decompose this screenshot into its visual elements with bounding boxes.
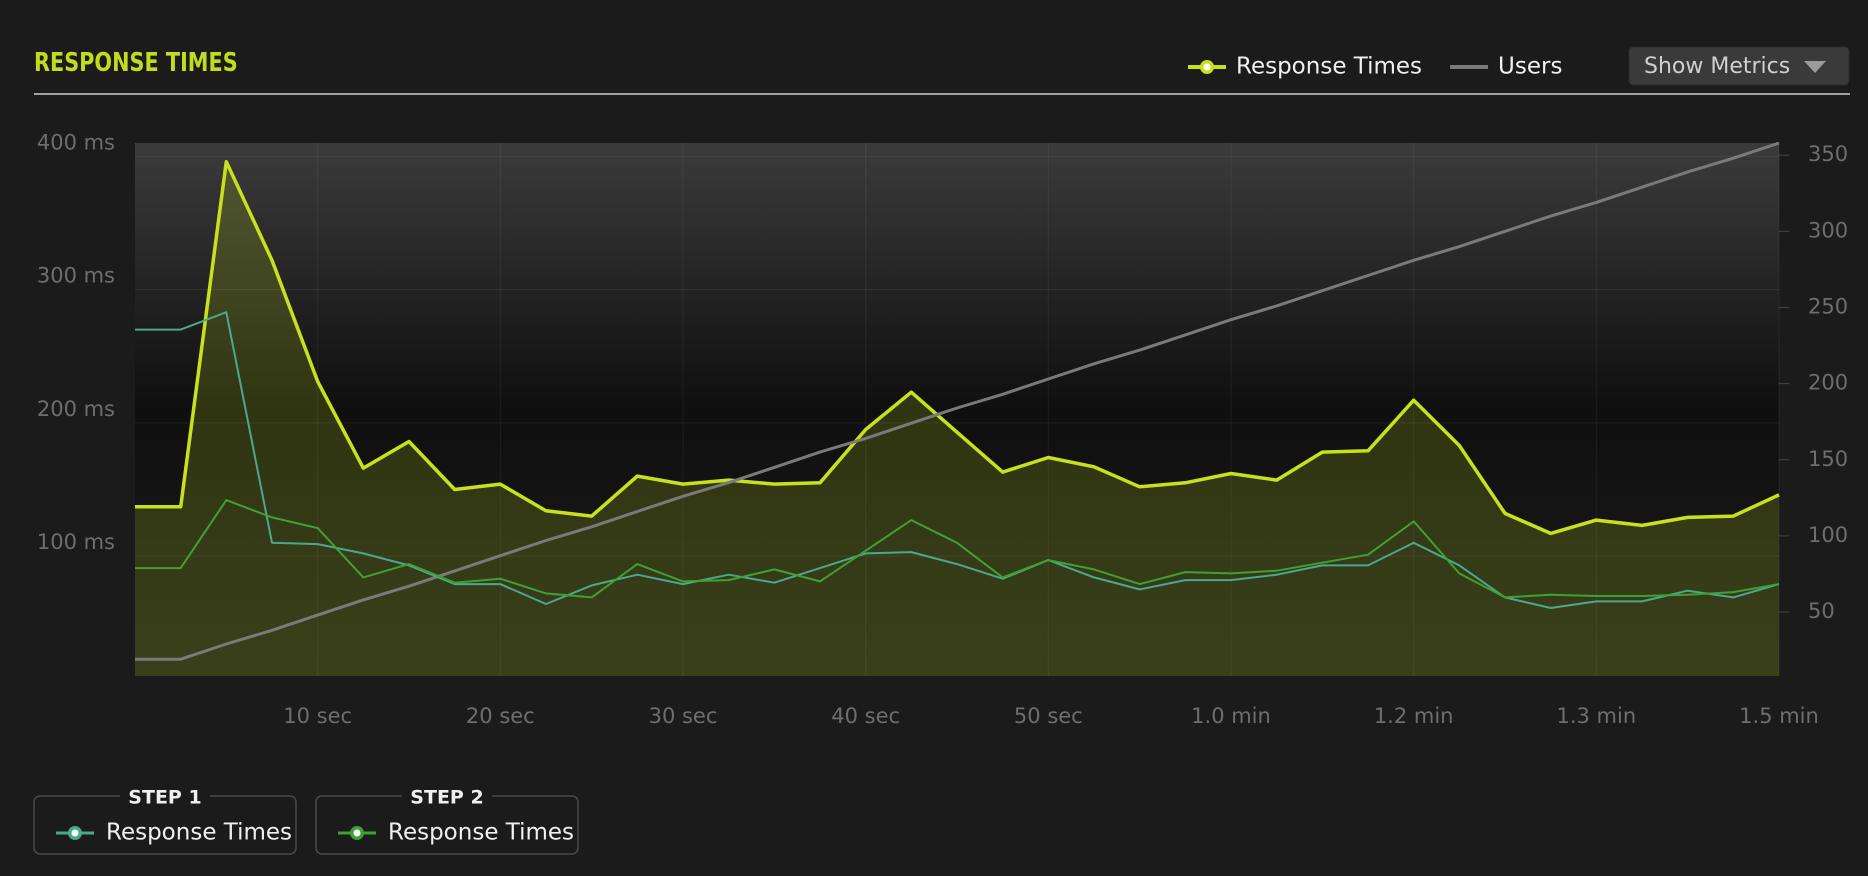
legend-marker-center: [1203, 63, 1211, 71]
legend-label: Response Times: [388, 820, 574, 846]
y-tick-label: 200 ms: [37, 397, 115, 421]
y-tick-label: 100 ms: [37, 530, 115, 554]
y-tick-label: 400 ms: [37, 130, 115, 154]
y2-tick-label: 150: [1808, 447, 1848, 471]
legend-marker-center: [353, 829, 361, 837]
marks: [135, 141, 1780, 676]
legend-group: STEP 2: [410, 787, 483, 809]
y2-tick-label: 50: [1808, 599, 1835, 623]
grid: [135, 143, 1789, 676]
x-tick-label: 1.2 min: [1374, 704, 1454, 728]
x-tick-label: 40 sec: [831, 704, 900, 728]
legend-box-gap: [402, 790, 492, 802]
line: [135, 159, 1780, 536]
y2-tick-label: 350: [1808, 142, 1848, 166]
button-bg[interactable]: [1628, 46, 1850, 86]
y-tick-label: 300 ms: [37, 264, 115, 288]
legend-box-gap: [120, 790, 210, 802]
legend-label: Response Times: [1236, 54, 1422, 80]
button-label[interactable]: Show Metrics: [1644, 54, 1790, 79]
show-metrics-button[interactable]: Show Metrics: [1628, 46, 1850, 86]
legend-label: Response Times: [106, 820, 292, 846]
line: [135, 499, 1780, 599]
x-tick-label: 20 sec: [466, 704, 535, 728]
area: [135, 161, 1779, 676]
y2-tick-label: 250: [1808, 294, 1848, 318]
x-tick-label: 50 sec: [1014, 704, 1083, 728]
x-tick-label: 30 sec: [649, 704, 718, 728]
y2-tick-label: 200: [1808, 371, 1848, 395]
y2-tick-label: 300: [1808, 218, 1848, 242]
labels: 100 ms 200 ms 300 ms 400 ms 50 100 150 200 250 30…: [37, 130, 1848, 728]
legend-label: Users: [1498, 54, 1562, 80]
x-tick-label: 1.5 min: [1739, 704, 1819, 728]
x-tick-label: 10 sec: [283, 704, 352, 728]
x-tick-label: 1.3 min: [1556, 704, 1636, 728]
chart-title: RESPONSE TIMES: [34, 47, 238, 78]
line: [135, 141, 1780, 661]
legend-marker-center: [71, 829, 79, 837]
y2-tick-label: 100: [1808, 523, 1848, 547]
dropdown-arrow[interactable]: [1804, 61, 1826, 73]
x-tick-label: 1.0 min: [1191, 704, 1271, 728]
legend-group: STEP 1: [128, 787, 201, 809]
